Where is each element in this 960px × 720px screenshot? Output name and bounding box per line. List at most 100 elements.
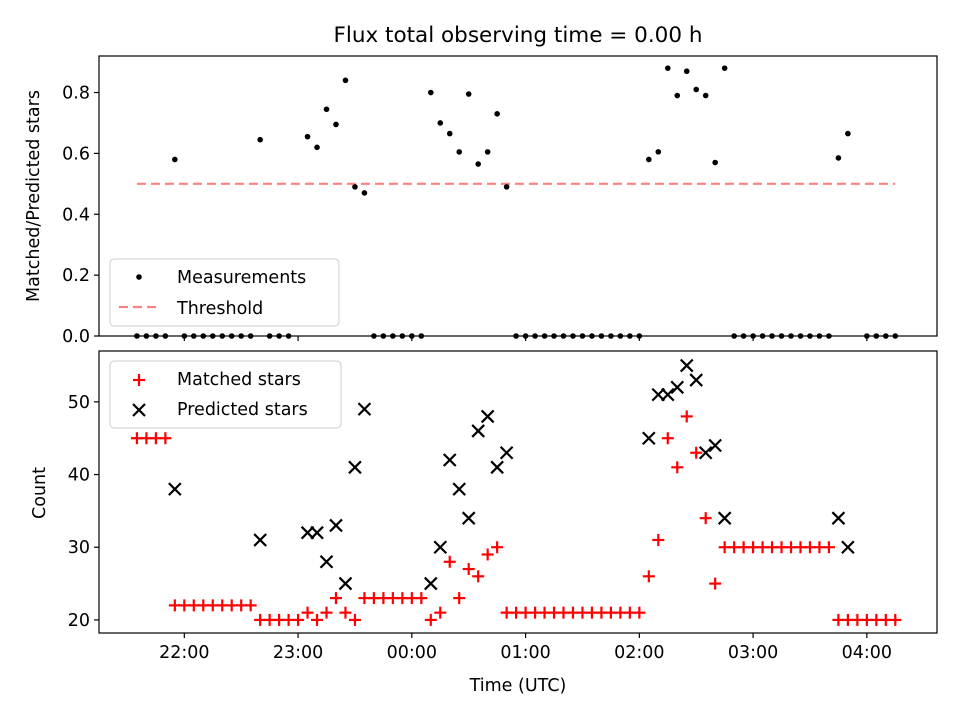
measurement-point-57 bbox=[683, 68, 690, 75]
matched-star-point-58 bbox=[680, 410, 693, 423]
predicted-star-point-17 bbox=[499, 445, 514, 460]
predicted-star-point-14 bbox=[471, 424, 485, 438]
matched-star-point-23 bbox=[348, 613, 361, 626]
x-tick-label-6: 04:00 bbox=[842, 643, 892, 663]
matched-star-point-61 bbox=[709, 577, 722, 590]
bottom-axes-frame bbox=[98, 350, 938, 634]
measurement-point-38 bbox=[503, 184, 510, 190]
predicted-star-point-25 bbox=[708, 438, 722, 453]
matched-star-point-33 bbox=[443, 555, 456, 568]
predicted-star-point-11 bbox=[442, 453, 457, 467]
predicted-star-point-24 bbox=[698, 445, 713, 460]
bottom-panel: Count Time (UTC) 22:00 23:00 00:00 01:00 02:… bbox=[30, 350, 938, 696]
legend-predicted-label: Predicted stars bbox=[177, 400, 308, 420]
x-axis-label: Time (UTC) bbox=[469, 676, 567, 696]
predicted-star-point-23 bbox=[689, 373, 703, 387]
x-tick-label-1: 23:00 bbox=[273, 643, 323, 663]
bottom-y-tick-label-3: 50 bbox=[68, 393, 90, 413]
predicted-star-point-12 bbox=[452, 482, 467, 496]
top-legend: Measurements Threshold bbox=[109, 258, 340, 327]
top-panel: Flux total observing time = 0.00 h Match… bbox=[24, 23, 938, 347]
measurement-point-33 bbox=[456, 149, 463, 155]
measurement-point-31 bbox=[437, 120, 444, 126]
measurement-point-17 bbox=[304, 133, 311, 140]
measurement-point-61 bbox=[721, 65, 728, 71]
matched-star-point-3 bbox=[159, 432, 172, 445]
top-y-tick-label-0: 0.0 bbox=[62, 327, 90, 347]
matched-star-point-80 bbox=[889, 613, 902, 626]
matched-star-point-59 bbox=[690, 446, 703, 459]
measurement-point-4 bbox=[172, 156, 178, 163]
measurement-point-18 bbox=[314, 144, 320, 151]
measurement-point-59 bbox=[702, 92, 709, 99]
bottom-legend-box bbox=[109, 360, 342, 429]
matched-star-point-54 bbox=[642, 570, 655, 583]
matched-star-point-38 bbox=[491, 541, 504, 554]
predicted-star-point-5 bbox=[329, 518, 343, 533]
measurement-point-20 bbox=[333, 121, 339, 128]
measurement-point-36 bbox=[484, 149, 491, 155]
measurement-point-55 bbox=[664, 65, 671, 71]
matched-star-point-73 bbox=[822, 541, 835, 554]
matched-star-point-30 bbox=[415, 592, 428, 605]
predicted-star-point-6 bbox=[338, 576, 353, 591]
predicted-star-point-15 bbox=[480, 409, 495, 424]
legend-threshold-label: Threshold bbox=[176, 299, 263, 319]
predicted-star-point-0 bbox=[168, 482, 182, 496]
matched-star-point-56 bbox=[661, 432, 674, 445]
measurement-point-58 bbox=[693, 86, 700, 93]
measurement-point-74 bbox=[845, 130, 851, 137]
matched-stars-series bbox=[130, 410, 902, 626]
matched-star-point-22 bbox=[339, 606, 352, 619]
bottom-axis-ticks: 22:00 23:00 00:00 01:00 02:00 03:00 04:00 20 30 4… bbox=[68, 393, 892, 663]
x-tick-label-0: 22:00 bbox=[159, 643, 209, 663]
predicted-star-point-21 bbox=[670, 380, 685, 395]
matched-star-point-17 bbox=[292, 613, 305, 626]
x-tick-label-2: 00:00 bbox=[387, 643, 437, 663]
matched-star-point-37 bbox=[481, 548, 494, 561]
top-y-tick-label-1: 0.2 bbox=[62, 266, 90, 286]
predicted-star-point-9 bbox=[424, 576, 438, 591]
matched-star-point-53 bbox=[633, 606, 646, 619]
top-y-tick-label-3: 0.6 bbox=[62, 144, 90, 164]
matched-star-point-19 bbox=[311, 613, 324, 626]
bottom-y-tick-label-0: 20 bbox=[68, 611, 90, 631]
legend-matched-label: Matched stars bbox=[177, 370, 301, 390]
top-axis-ticks: 0.0 0.2 0.4 0.6 0.8 bbox=[62, 84, 868, 347]
matched-star-point-32 bbox=[434, 606, 447, 619]
measurement-point-56 bbox=[674, 92, 681, 99]
top-axes-frame bbox=[98, 55, 938, 337]
measurement-point-32 bbox=[446, 130, 453, 137]
measurement-point-60 bbox=[712, 159, 718, 166]
x-tick-label-5: 03:00 bbox=[728, 643, 778, 663]
predicted-star-point-7 bbox=[348, 460, 362, 475]
predicted-star-point-16 bbox=[490, 460, 504, 475]
matched-star-point-12 bbox=[244, 599, 257, 612]
predicted-star-point-1 bbox=[253, 533, 267, 547]
matched-star-point-31 bbox=[424, 613, 437, 626]
measurement-point-30 bbox=[427, 89, 434, 96]
measurement-point-22 bbox=[352, 184, 358, 190]
measurement-point-21 bbox=[342, 77, 349, 84]
measurements-series bbox=[134, 65, 899, 339]
legend-measurements-marker bbox=[136, 274, 142, 280]
measurement-point-54 bbox=[655, 149, 662, 155]
measurement-point-35 bbox=[475, 161, 481, 167]
legend-matched-marker bbox=[133, 374, 145, 386]
predicted-star-point-4 bbox=[319, 554, 334, 569]
bottom-y-axis-label: Count bbox=[30, 467, 50, 519]
measurement-point-13 bbox=[257, 136, 263, 143]
chart-title: Flux total observing time = 0.00 h bbox=[334, 23, 703, 48]
measurement-point-53 bbox=[646, 156, 652, 163]
measurement-point-19 bbox=[323, 106, 330, 113]
x-tick-label-3: 01:00 bbox=[500, 643, 550, 663]
top-y-tick-label-4: 0.8 bbox=[62, 84, 90, 104]
top-legend-box bbox=[109, 258, 340, 327]
predicted-star-point-10 bbox=[433, 540, 448, 555]
predicted-star-point-28 bbox=[841, 540, 855, 555]
predicted-stars-series bbox=[168, 358, 855, 591]
bottom-legend: Matched stars Predicted stars bbox=[109, 360, 342, 429]
x-tick-label-4: 02:00 bbox=[614, 643, 664, 663]
legend-predicted-marker bbox=[132, 403, 146, 417]
